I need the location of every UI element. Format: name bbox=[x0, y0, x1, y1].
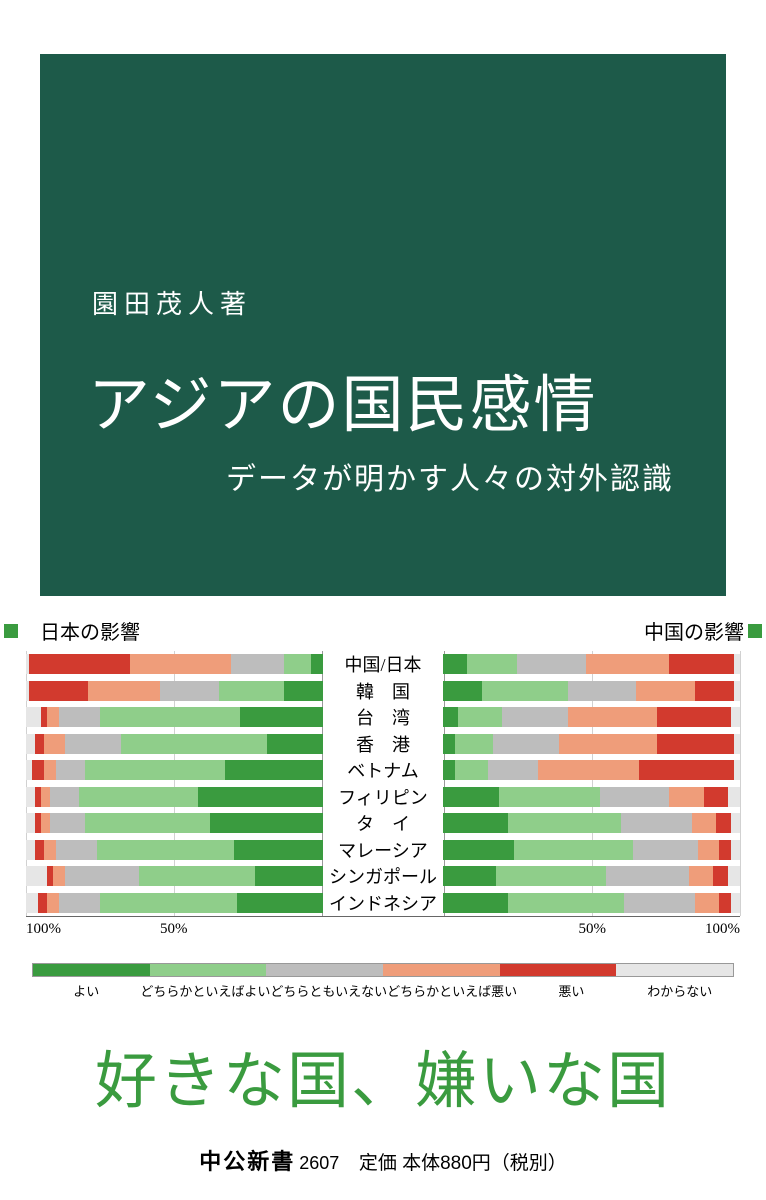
country-label: 韓 国 bbox=[323, 678, 443, 704]
country-label: フィリピン bbox=[323, 784, 443, 810]
xaxis-tick: 100% bbox=[26, 921, 61, 938]
chart-row: 香 港 bbox=[26, 731, 740, 758]
legend-label: どちらともいえない bbox=[270, 981, 387, 1000]
chart-row: フィリピン bbox=[26, 784, 740, 811]
series-number: 2607 bbox=[299, 1153, 339, 1173]
legend-strip bbox=[32, 963, 734, 977]
obi-tagline: 好きな国、嫌いな国 bbox=[0, 1030, 766, 1120]
country-label: インドネシア bbox=[323, 890, 443, 916]
chart-grid: 中国/日本韓 国台 湾香 港ベトナムフィリピンタ イマレーシアシンガポールインド… bbox=[26, 651, 740, 917]
book-title: アジアの国民感情 bbox=[88, 354, 598, 444]
chart-headers: 日本の影響 中国の影響 bbox=[4, 616, 762, 645]
publisher-line: 中公新書2607 定価 本体880円（税別） bbox=[0, 1144, 766, 1176]
book-cover: 園田茂人著 アジアの国民感情 データが明かす人々の対外認識 日本の影響 中国の影… bbox=[0, 0, 766, 1200]
chart-header-right-wrap: 中国の影響 bbox=[644, 616, 762, 645]
country-label: シンガポール bbox=[323, 863, 443, 889]
chart-header-left-swatch bbox=[4, 624, 18, 638]
country-label: タ イ bbox=[323, 810, 443, 836]
obi-band: 日本の影響 中国の影響 中国/日本韓 国台 湾香 港ベトナムフィリピンタ イマレ… bbox=[0, 596, 766, 1200]
chart-row: タ イ bbox=[26, 810, 740, 837]
xaxis-tick: 50% bbox=[160, 921, 188, 938]
publisher-name: 中公新書 bbox=[199, 1149, 295, 1174]
xaxis-tick: 50% bbox=[578, 921, 606, 938]
influence-chart: 日本の影響 中国の影響 中国/日本韓 国台 湾香 港ベトナムフィリピンタ イマレ… bbox=[26, 616, 740, 1000]
author-name: 園田茂人著 bbox=[92, 284, 252, 321]
chart-row: 韓 国 bbox=[26, 678, 740, 705]
book-subtitle: データが明かす人々の対外認識 bbox=[226, 454, 674, 498]
chart-xaxis: 100% 50% 50% 100% bbox=[26, 921, 740, 943]
legend-label: どちらかといえば悪い bbox=[387, 981, 517, 1000]
chart-legend: よいどちらかといえばよいどちらともいえないどちらかといえば悪い悪いわからない bbox=[32, 963, 734, 1000]
chart-row: ベトナム bbox=[26, 757, 740, 784]
country-label: 香 港 bbox=[323, 731, 443, 757]
legend-labels: よいどちらかといえばよいどちらともいえないどちらかといえば悪い悪いわからない bbox=[32, 981, 734, 1000]
chart-row: 中国/日本 bbox=[26, 651, 740, 678]
chart-header-right-swatch bbox=[748, 624, 762, 638]
legend-label: わからない bbox=[626, 981, 734, 1000]
chart-row: マレーシア bbox=[26, 837, 740, 864]
chart-header-left: 日本の影響 bbox=[22, 616, 140, 645]
chart-header-left-wrap: 日本の影響 bbox=[4, 616, 140, 645]
price: 定価 本体880円（税別） bbox=[359, 1153, 567, 1174]
legend-label: よい bbox=[32, 981, 140, 1000]
legend-label: どちらかといえばよい bbox=[140, 981, 270, 1000]
legend-label: 悪い bbox=[517, 981, 625, 1000]
country-label: ベトナム bbox=[323, 757, 443, 783]
country-label: 中国/日本 bbox=[323, 651, 443, 677]
country-label: マレーシア bbox=[323, 837, 443, 863]
chart-row: 台 湾 bbox=[26, 704, 740, 731]
chart-header-right: 中国の影響 bbox=[644, 616, 744, 645]
chart-row: シンガポール bbox=[26, 863, 740, 890]
xaxis-tick: 100% bbox=[705, 921, 740, 938]
country-label: 台 湾 bbox=[323, 704, 443, 730]
chart-row: インドネシア bbox=[26, 890, 740, 917]
title-panel: 園田茂人著 アジアの国民感情 データが明かす人々の対外認識 bbox=[40, 54, 726, 596]
